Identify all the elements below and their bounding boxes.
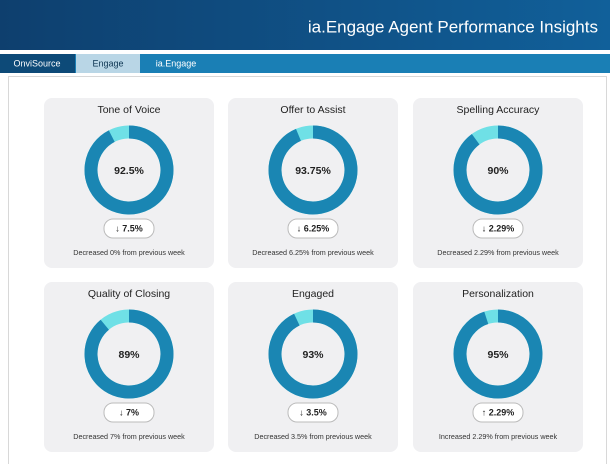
- card-title: Engaged: [292, 288, 334, 300]
- change-pill: [287, 218, 339, 239]
- header-title: ia.Engage Agent Performance Insights: [308, 17, 598, 36]
- tab[interactable]: ia.Engage: [156, 58, 197, 68]
- cards: Tone of Voice 92.5% ↓ 7.5% Decreased 0% fro…: [44, 98, 583, 452]
- tab[interactable]: Engage: [92, 58, 123, 68]
- card: [228, 282, 398, 452]
- donut-label: 93%: [302, 349, 324, 361]
- change-pill: [472, 218, 524, 239]
- change-pill: [287, 402, 339, 423]
- donut-value: [268, 125, 358, 215]
- change-label: ↓ 2.29%: [482, 223, 515, 233]
- change-label: ↓ 7.5%: [115, 223, 143, 233]
- header-bar: [0, 0, 610, 50]
- change-label: ↓ 6.25%: [297, 223, 330, 233]
- tab[interactable]: OnviSource: [13, 58, 60, 68]
- donut-value: [268, 309, 358, 399]
- change-pill: [103, 402, 155, 423]
- donut-value: [453, 309, 543, 399]
- card-title: Offer to Assist: [280, 104, 345, 116]
- card-description: Decreased 2.29% from previous week: [437, 248, 559, 257]
- donut-label: 93.75%: [295, 165, 331, 177]
- card-description: Decreased 6.25% from previous week: [252, 248, 374, 257]
- card: [44, 282, 214, 452]
- donut-label: 95%: [487, 349, 509, 361]
- card: [44, 98, 214, 268]
- change-label: ↓ 3.5%: [299, 407, 327, 417]
- donut-label: 92.5%: [114, 165, 144, 177]
- donut-value: [453, 125, 543, 215]
- card-title: Tone of Voice: [97, 104, 160, 116]
- donut-value: [84, 125, 174, 215]
- card-description: Decreased 7% from previous week: [73, 432, 185, 441]
- change-label: ↓ 7%: [119, 407, 139, 417]
- tab-bar: [0, 54, 610, 73]
- card: [413, 98, 583, 268]
- card-title: Spelling Accuracy: [457, 104, 541, 116]
- tab-bg: [0, 54, 75, 73]
- card: [228, 98, 398, 268]
- card-title: Personalization: [462, 288, 534, 300]
- donut-label: 89%: [118, 349, 140, 361]
- card-description: Decreased 0% from previous week: [73, 248, 185, 257]
- donut-value: [84, 309, 174, 399]
- donut-label: 90%: [487, 165, 509, 177]
- card: [413, 282, 583, 452]
- tab-selected-bg: [76, 54, 140, 73]
- card-title: Quality of Closing: [88, 288, 170, 300]
- card-description: Increased 2.29% from previous week: [439, 432, 558, 441]
- change-pill: [103, 218, 155, 239]
- change-pill: [472, 402, 524, 423]
- change-label: ↑ 2.29%: [482, 407, 515, 417]
- card-description: Decreased 3.5% from previous week: [254, 432, 372, 441]
